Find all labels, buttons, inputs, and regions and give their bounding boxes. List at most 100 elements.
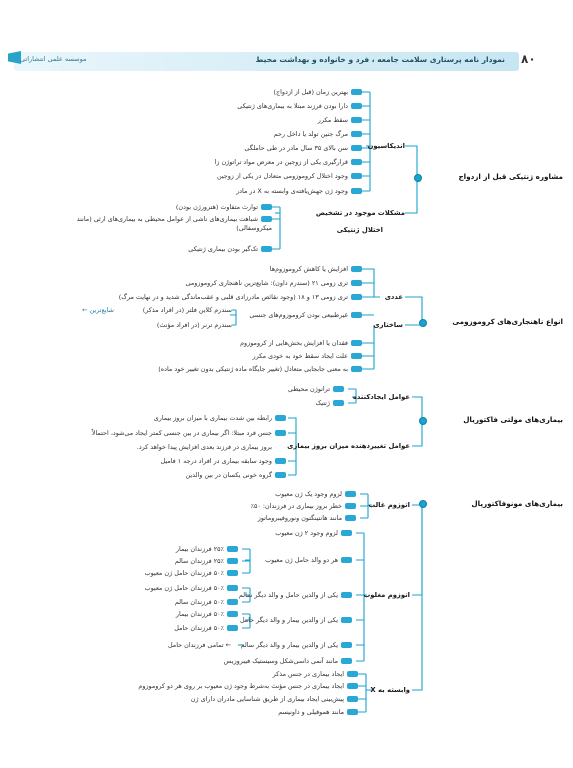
list-item: پیش‌بینی ایجاد بیماری از طریق شناسایی ما… <box>191 695 358 704</box>
node-dot <box>419 500 427 508</box>
list-item: قرارگیری یکی از زوجین در معرض مواد تراتو… <box>215 158 362 167</box>
bullet-tag-icon <box>261 216 272 222</box>
list-item: دارا بودن فرزند مبتلا به بیماری‌های ژنتی… <box>237 102 362 111</box>
item-text: مرگ جنین تولد یا داخل رحم <box>273 130 348 138</box>
item-text: به معنی جابجایی متعادل (تغییر جایگاه ماد… <box>158 365 348 373</box>
bullet-tag-icon <box>227 546 238 552</box>
item-text: مانند آنمی داسی‌شکل وسیستیک فیبروزیس <box>223 657 338 665</box>
page-number: ۸۰ <box>521 52 536 66</box>
list-item: یکی از والدین بیمار و والد دیگر سالم <box>241 641 352 650</box>
list-item: گروه خونی یکسان در بین والدین <box>186 471 286 480</box>
bullet-tag-icon <box>341 592 352 598</box>
list-item: افزایش یا کاهش کروموزوم‌ها <box>270 265 362 274</box>
list-item: سن بالای ۳۵ سال مادر در طی حاملگی <box>244 144 362 153</box>
list-item: ← تمامی فرزندان حامل <box>167 641 231 649</box>
item-text: ایجاد بیماری در جنس مذکر <box>272 670 344 678</box>
node-genetic-disorder: اختلال ژنتیکی <box>336 226 383 234</box>
list-item: تری زومی ۲۱ (سندرم داون): شایع‌ترین ناهن… <box>186 279 362 288</box>
list-item: یکی از والدین حامل و والد دیگر سالم <box>239 591 352 600</box>
item-text: پیش‌بینی ایجاد بیماری از طریق شناسایی ما… <box>190 695 344 703</box>
bullet-tag-icon <box>347 696 358 702</box>
bullet-tag-icon <box>351 340 362 346</box>
bullet-tag-icon <box>345 515 356 521</box>
bullet-tag-icon <box>345 491 356 497</box>
item-text: سندرم کلاین فلتر (در افراد مذکر) <box>142 306 232 314</box>
list-item: وجود سابقه بیماری در افراد درجه ۱ فامیل <box>161 457 286 466</box>
list-item: فقدان یا افزایش بخش‌هایی از کروموزوم <box>240 339 362 348</box>
node-risk-factors: عوامل تغییردهنده میزان بروز بیماری <box>287 442 410 450</box>
item-text: تک‌گیر بودن بیماری ژنتیکی <box>188 245 258 253</box>
section-title-monogenic: بیماری‌های مونوفاکتوریال <box>471 499 563 508</box>
bullet-tag-icon <box>341 642 352 648</box>
common-label: شایع‌ترین ← <box>82 306 114 314</box>
list-item: مانند هموفیلی و داونیسم <box>278 708 358 717</box>
item-text: سندرم ترنر (در افراد مؤنث) <box>156 321 232 329</box>
list-item: به معنی جابجایی متعادل (تغییر جایگاه ماد… <box>158 365 362 374</box>
node-autosomal-dominant: اتوزوم غالب <box>368 501 410 509</box>
bullet-tag-icon <box>347 671 358 677</box>
item-text: فقدان یا افزایش بخش‌هایی از کروموزوم <box>240 339 348 347</box>
list-item: بهترین زمان (قبل از ازدواج) <box>274 88 362 97</box>
bullet-tag-icon <box>351 131 362 137</box>
bullet-tag-icon <box>351 312 362 318</box>
bullet-tag-icon <box>333 400 344 406</box>
bullet-tag-icon <box>341 557 352 563</box>
bullet-tag-icon <box>275 472 286 478</box>
item-text: ۵۰٪ فرزندان سالم <box>174 598 224 606</box>
list-item: ایجاد بیماری در جنس مؤنث به‌شرط وجود ژن … <box>138 682 358 691</box>
bullet-tag-icon <box>275 458 286 464</box>
item-text: ترانوژن محیطی <box>287 385 330 393</box>
list-item: علت ایجاد سقط خود به خودی مکرر <box>252 352 362 361</box>
bullet-tag-icon <box>261 246 272 252</box>
bullet-tag-icon <box>347 709 358 715</box>
bullet-tag-icon <box>345 503 356 509</box>
bullet-tag-icon <box>351 117 362 123</box>
item-text: وجود ژن جهش‌یافته‌ی وابسته به X در مادر <box>236 187 348 195</box>
node-indications: اندیکاسیون <box>367 142 405 150</box>
list-item: ۲۵٪ فرزندان بیمار <box>176 545 238 554</box>
bullet-tag-icon <box>341 617 352 623</box>
bullet-tag-icon <box>351 103 362 109</box>
bullet-tag-icon <box>275 415 286 421</box>
item-text: بروز بیماری در فرزند بعدی افزایش پیدا خو… <box>136 443 272 451</box>
bullet-tag-icon <box>347 683 358 689</box>
list-item: ژنتیک <box>316 399 344 408</box>
list-item: جنس فرد مبتلا: اگر بیماری در بین جنسی کم… <box>92 429 286 438</box>
bullet-tag-icon <box>351 145 362 151</box>
node-diagnosis-problems: مشکلات موجود در تشخیص <box>315 209 405 217</box>
list-item: خطر بروز بیماری در فرزندان: ۵۰٪ <box>251 502 356 511</box>
node-autosomal-recessive: اتوزوم مغلوب <box>363 591 410 599</box>
item-text: بهترین زمان (قبل از ازدواج) <box>273 88 348 96</box>
publisher-name: موسسه علمی انتشاراتی <box>20 55 87 63</box>
bullet-tag-icon <box>351 173 362 179</box>
list-item: تری زومی ۱۳ و ۱۸ (وجود نقائص مادرزادی قل… <box>119 293 362 302</box>
item-text: یکی از والدین بیمار و والد دیگر سالم <box>240 641 338 649</box>
item-text: هر دو والد حامل ژن معیوب <box>265 556 338 564</box>
item-text: لزوم وجود ۲ ژن معیوب <box>275 529 338 537</box>
item-text: یکی از والدین بیمار و والد دیگر حامل <box>239 616 338 624</box>
item-text: افزایش یا کاهش کروموزوم‌ها <box>269 265 348 273</box>
node-structural: ساختاری <box>373 321 403 329</box>
item-text: علت ایجاد سقط خود به خودی مکرر <box>252 352 349 360</box>
item-text: لزوم وجود یک ژن معیوب <box>275 490 342 498</box>
list-item: مرگ جنین تولد یا داخل رحم <box>274 130 362 139</box>
item-text: قرارگیری یکی از زوجین در معرض مواد تراتو… <box>214 158 348 166</box>
list-item: ۵۰٪ فرزندان سالم <box>175 598 238 607</box>
list-item: ۲۵٪ فرزندان سالم <box>175 557 238 566</box>
node-causes: عوامل ایجادکننده <box>352 393 410 401</box>
item-text: تری زومی ۲۱ (سندرم داون): شایع‌ترین ناهن… <box>185 279 348 287</box>
list-item: غیرطبیعی بودن کروموزوم‌های جنسی <box>249 311 362 320</box>
item-text: غیرطبیعی بودن کروموزوم‌های جنسی <box>249 311 348 319</box>
list-item: مانند آنمی داسی‌شکل وسیستیک فیبروزیس <box>224 657 352 666</box>
node-x-linked: وابسته به X <box>370 686 410 694</box>
list-item: رابطه بین شدت بیماری با میزان بروز بیمار… <box>154 414 286 423</box>
item-text: خطر بروز بیماری در فرزندان: ۵۰٪ <box>250 502 342 510</box>
item-text: مانند هانتینگتون ونوروفیبروماتوز <box>257 514 342 522</box>
node-dot <box>419 319 427 327</box>
bullet-tag-icon <box>333 386 344 392</box>
item-text: ۵۰٪ فرزندان بیمار <box>175 610 224 618</box>
item-text: گروه خونی یکسان در بین والدین <box>185 471 272 479</box>
publisher-logo-icon <box>8 51 21 64</box>
header-band <box>14 52 519 71</box>
